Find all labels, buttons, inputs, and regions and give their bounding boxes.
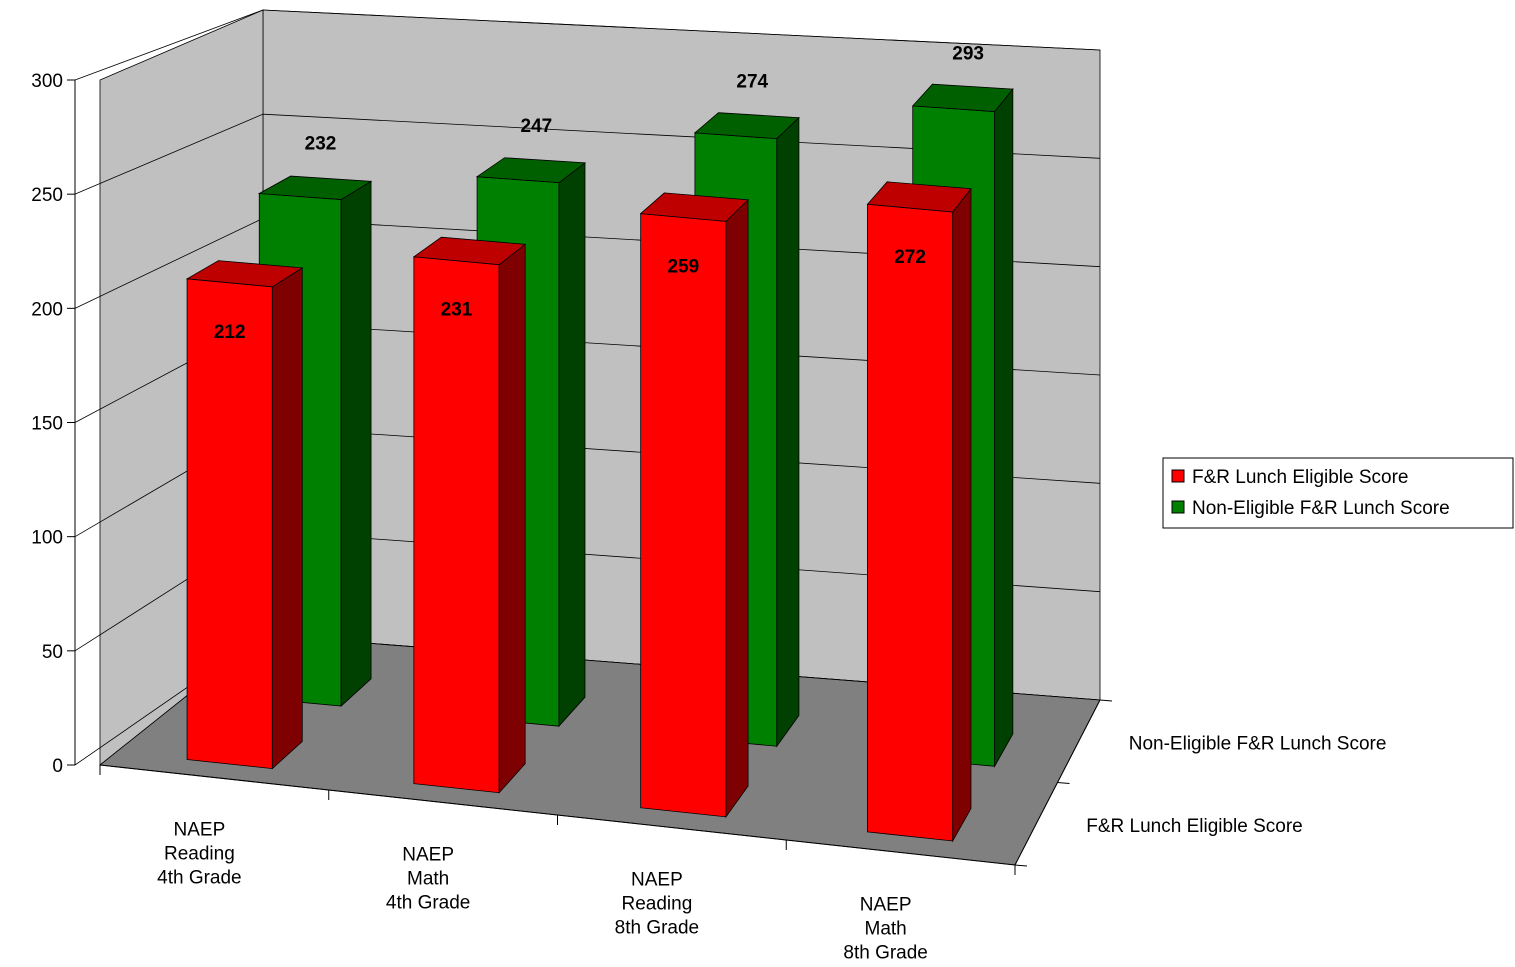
value-label: 232: [305, 134, 337, 155]
y-tick-label: 0: [52, 756, 63, 777]
bar: [412, 236, 527, 794]
value-label: 247: [521, 116, 553, 137]
x-tick-label: NAEP Reading 8th Grade: [615, 870, 700, 939]
legend-label: Non-Eligible F&R Lunch Score: [1192, 498, 1450, 519]
bar-side: [558, 162, 586, 728]
y-tick-label: 250: [31, 185, 63, 206]
depth-tick: [1099, 699, 1113, 702]
value-label: 259: [667, 256, 699, 277]
value-label: 272: [894, 247, 926, 268]
y-tick-label: 50: [42, 642, 63, 663]
value-label: 293: [952, 44, 984, 65]
bar-top: [412, 236, 527, 266]
value-label: 212: [214, 322, 246, 343]
value-label: 231: [441, 300, 473, 321]
bar-top: [257, 175, 373, 200]
bar-side: [952, 187, 972, 843]
bar-side: [271, 267, 303, 770]
bar-front: [867, 203, 954, 842]
y-tick-label: 300: [31, 71, 63, 92]
bar-front: [413, 256, 500, 794]
bar-side: [498, 243, 526, 794]
x-tick-label: NAEP Reading 4th Grade: [157, 820, 242, 889]
bar-front: [640, 213, 727, 818]
x-tick-label: NAEP Math 4th Grade: [386, 845, 471, 914]
bar-top: [185, 260, 304, 288]
bar-top: [911, 83, 1014, 112]
bar: [185, 260, 304, 770]
bar-top: [693, 112, 800, 140]
bar-front: [186, 278, 273, 770]
bar-top: [866, 181, 972, 213]
bar-side: [725, 198, 749, 819]
legend-swatch: [1171, 469, 1185, 483]
bar-side: [994, 87, 1014, 768]
bar-top: [475, 157, 587, 184]
depth-tick: [1014, 864, 1028, 867]
legend-box: [1162, 457, 1514, 529]
legend: F&R Lunch Eligible Score Non-Eligible F&R…: [1162, 457, 1514, 529]
bar: [639, 192, 749, 819]
depth-tick: [1057, 782, 1070, 784]
grid-line: [74, 9, 1101, 81]
depth-label: Non-Eligible F&R Lunch Score: [1129, 733, 1387, 754]
y-tick-label: 150: [31, 414, 63, 435]
depth-label: F&R Lunch Eligible Score: [1086, 816, 1303, 837]
bar: [866, 181, 972, 843]
bar-side: [776, 116, 800, 748]
y-tick-label: 200: [31, 299, 63, 320]
x-tick-label: NAEP Math 8th Grade: [843, 895, 928, 964]
bar-top: [639, 192, 749, 222]
legend-label: F&R Lunch Eligible Score: [1192, 467, 1409, 488]
value-label: 274: [736, 71, 768, 92]
bar-side: [340, 180, 372, 707]
legend-swatch: [1171, 500, 1185, 514]
y-tick-label: 100: [31, 528, 63, 549]
grid-line: [74, 113, 1101, 195]
